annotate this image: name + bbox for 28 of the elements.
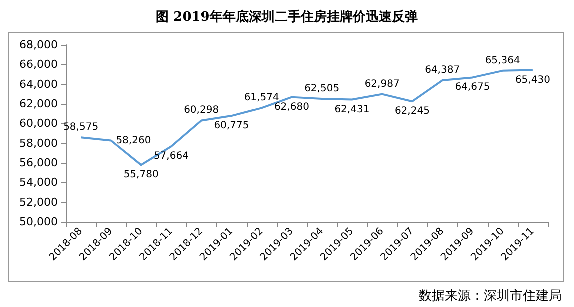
data-label: 55,780 [124, 170, 159, 181]
data-label: 62,431 [334, 104, 370, 116]
data-label: 62,505 [304, 84, 340, 95]
data-label: 60,775 [214, 120, 250, 132]
data-label: 58,575 [64, 122, 99, 134]
y-tick-label: 60,000 [20, 117, 58, 130]
y-tick-label: 54,000 [20, 176, 58, 190]
data-label: 57,664 [154, 151, 189, 162]
source-note: 数据来源：深圳市住建局 [419, 289, 562, 304]
data-label: 62,987 [364, 78, 400, 90]
chart-title: 图 2019年年底深圳二手住房挂牌价迅速反弹 [156, 9, 418, 25]
y-tick-label: 66,000 [20, 58, 58, 72]
data-label: 62,680 [274, 102, 310, 113]
data-label: 62,245 [394, 106, 430, 118]
y-tick-label: 68,000 [20, 38, 58, 52]
data-label: 58,260 [116, 135, 152, 146]
data-label: 61,574 [244, 92, 280, 104]
data-label: 65,364 [485, 55, 520, 66]
data-label: 64,387 [425, 65, 460, 76]
y-tick-label: 52,000 [20, 196, 58, 209]
data-label: 60,298 [184, 105, 220, 116]
y-tick-label: 58,000 [20, 136, 58, 150]
data-label: 65,430 [515, 74, 550, 86]
y-tick-label: 62,000 [20, 98, 58, 110]
data-label: 64,675 [455, 82, 490, 94]
y-tick-label: 50,000 [20, 216, 58, 228]
y-tick-label: 56,000 [20, 156, 58, 170]
y-tick-label: 64,000 [20, 78, 58, 91]
